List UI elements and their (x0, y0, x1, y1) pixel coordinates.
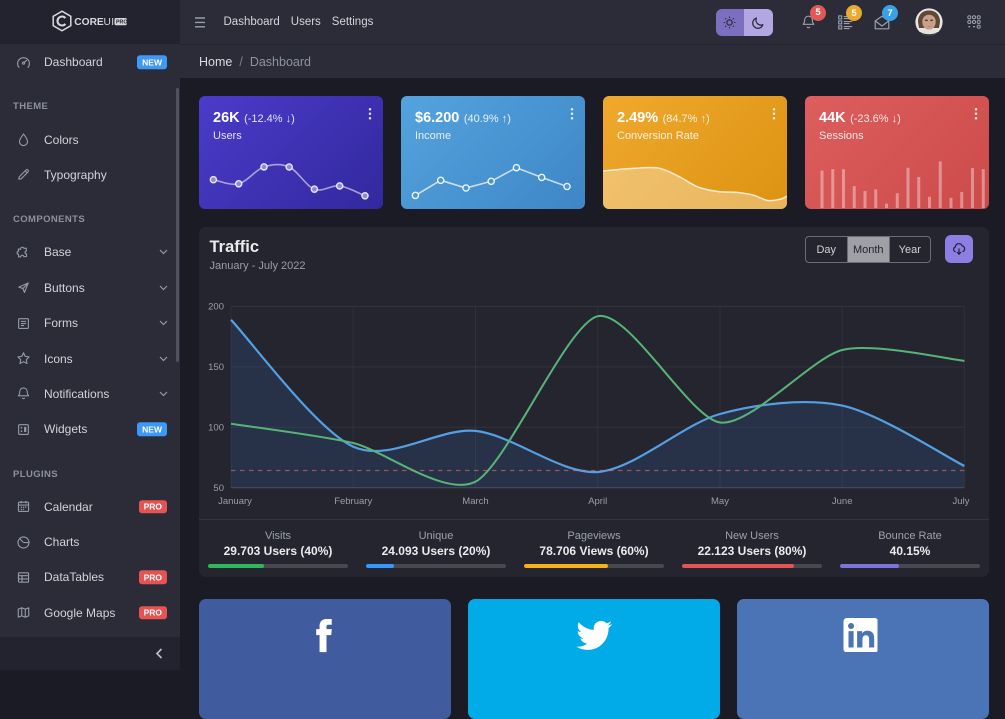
svg-text:March: March (462, 496, 488, 507)
svg-text:May: May (711, 496, 729, 507)
svg-text:150: 150 (208, 362, 224, 373)
svg-text:April: April (588, 496, 607, 507)
svg-text:February: February (334, 496, 372, 507)
svg-text:200: 200 (208, 302, 224, 313)
svg-text:January: January (218, 496, 252, 507)
svg-text:50: 50 (213, 483, 224, 494)
svg-text:June: June (832, 496, 853, 507)
svg-text:July: July (953, 496, 970, 507)
svg-text:PRO: PRO (116, 20, 127, 26)
svg-text:UI: UI (104, 17, 115, 28)
svg-text:CORE: CORE (74, 17, 104, 28)
svg-text:100: 100 (208, 423, 224, 434)
